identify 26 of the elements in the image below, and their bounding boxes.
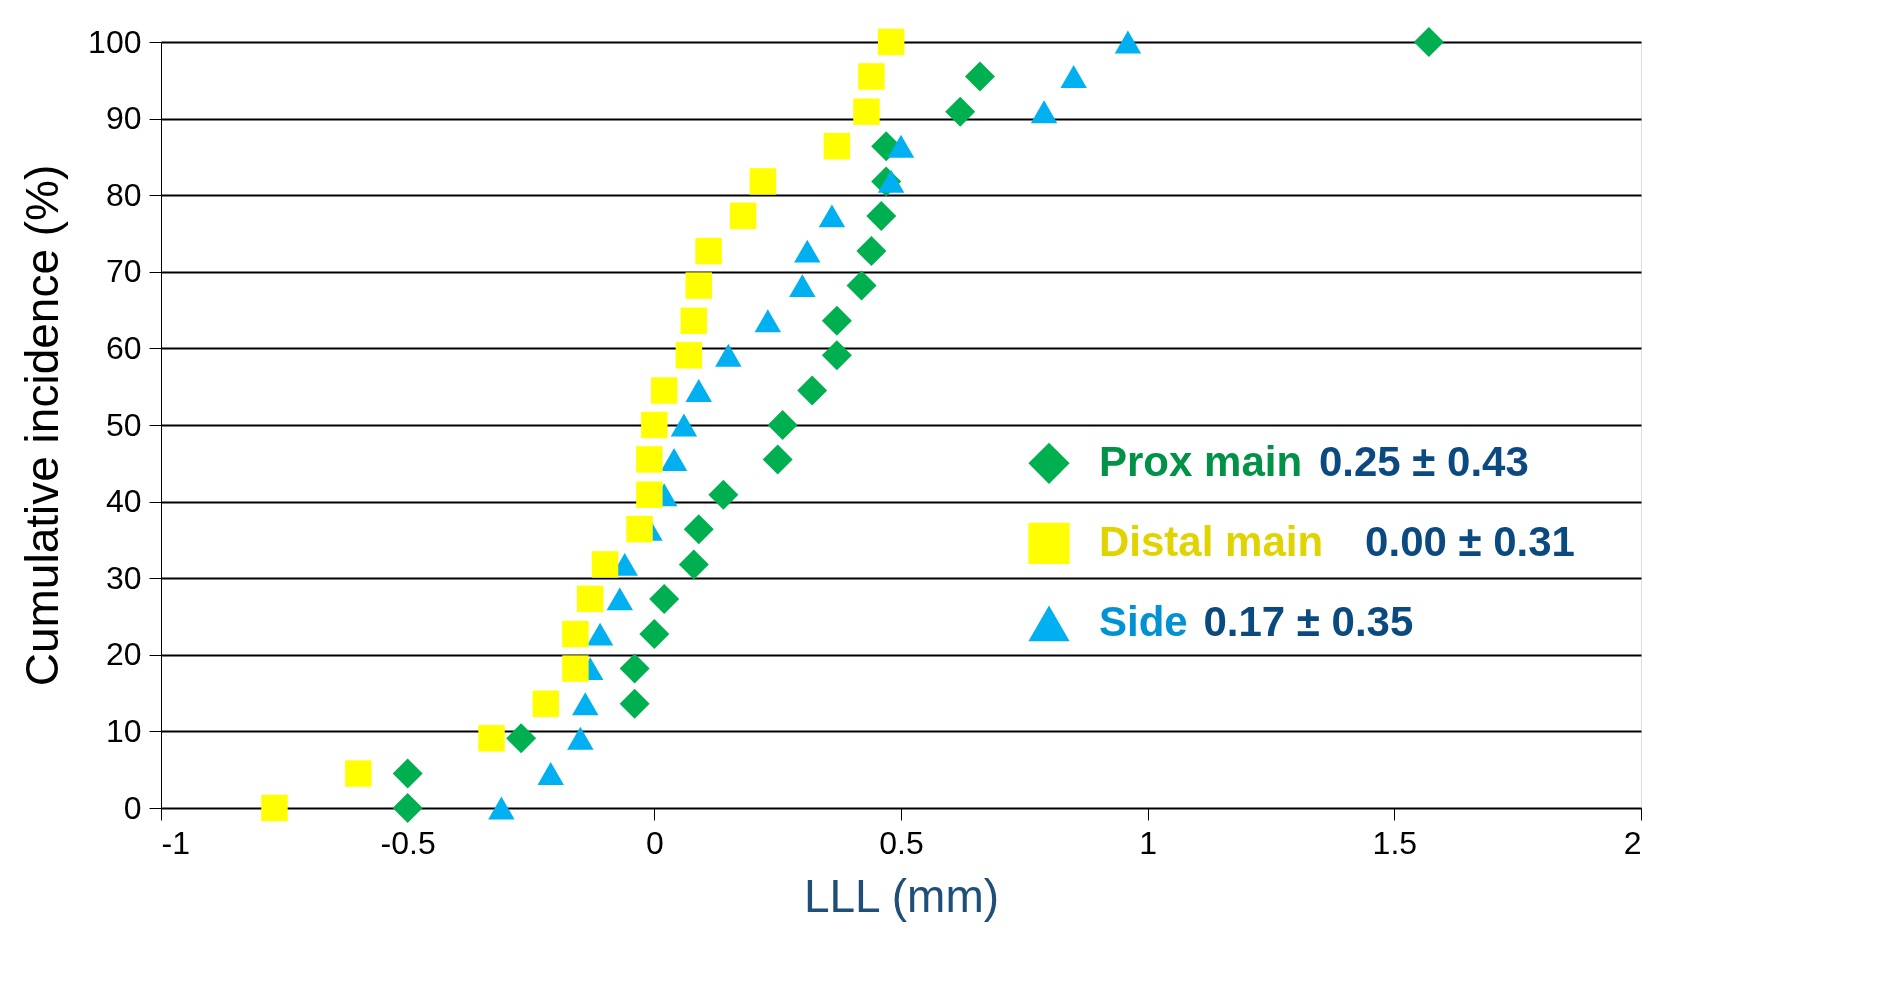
x-tick-label: 1 <box>1139 824 1158 861</box>
legend-label: Side <box>1099 598 1188 646</box>
y-axis-title: Cumulative incidence (%) <box>16 164 69 687</box>
x-tick-label: 0 <box>645 824 664 861</box>
legend-label: Prox main <box>1099 438 1303 486</box>
y-tick-label: 20 <box>105 636 142 673</box>
x-tick-label: -1 <box>161 824 190 861</box>
y-tick-label: 40 <box>105 483 142 520</box>
annotation: 0.17 ± 0.35 <box>1203 598 1414 646</box>
y-tick-label: 10 <box>105 712 142 749</box>
y-tick-label: 0 <box>123 789 142 826</box>
y-tick-label: 90 <box>105 100 142 137</box>
y-tick-label: 80 <box>105 176 142 213</box>
legend-label: Distal main <box>1099 518 1324 566</box>
y-tick-label: 60 <box>105 329 142 366</box>
y-tick-label: 50 <box>105 406 142 443</box>
annotation: 0.25 ± 0.43 <box>1318 438 1529 486</box>
y-tick-label: 100 <box>88 23 142 60</box>
x-tick-label: 1.5 <box>1372 824 1418 861</box>
y-tick-label: 70 <box>105 253 142 290</box>
x-tick-label: 0.5 <box>879 824 924 861</box>
x-tick-label: -0.5 <box>380 824 436 861</box>
annotation: 0.00 ± 0.31 <box>1365 518 1575 566</box>
x-tick-label: 2 <box>1623 824 1642 861</box>
y-tick-label: 30 <box>105 559 142 596</box>
x-axis-title: LLL (mm) <box>803 869 1000 922</box>
